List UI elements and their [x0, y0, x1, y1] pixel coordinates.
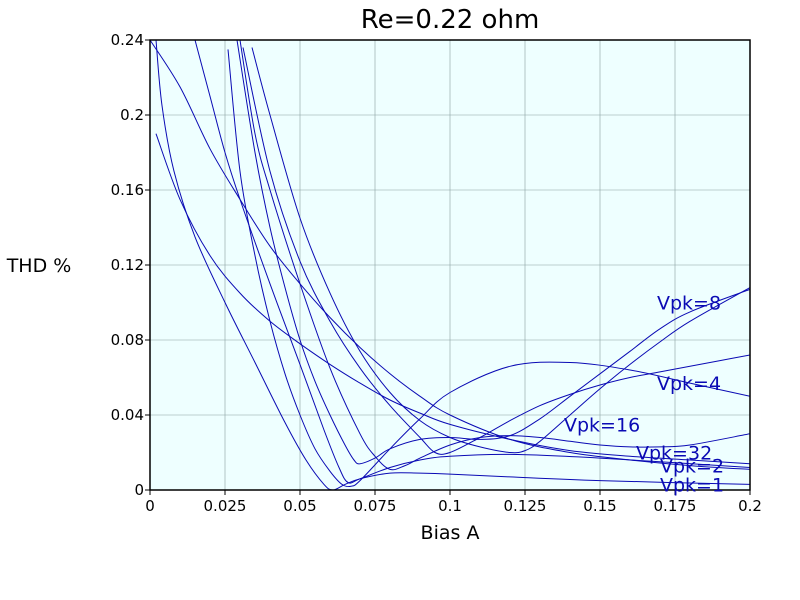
x-tick-labels: 0 0.025 0.05 0.075 0.1 0.125 0.15 0.175 0.2: [145, 490, 762, 515]
y-tick-label: 0.24: [111, 31, 144, 49]
series-line-2: [227, 49, 750, 488]
series-line-8: [155, 133, 750, 465]
y-tick-label: 0: [134, 481, 144, 499]
curve-label: Vpk=1: [660, 474, 724, 496]
x-axis-label: Bias A: [421, 522, 480, 544]
x-tick-label: 0.2: [738, 497, 762, 515]
x-tick-label: 0.025: [204, 497, 247, 515]
series-line-3: [236, 40, 750, 465]
curve-label: Vpk=8: [657, 293, 721, 315]
x-tick-label: 0.15: [583, 497, 616, 515]
curve-label: Vpk=4: [657, 373, 721, 395]
y-tick-label: 0.04: [111, 406, 144, 424]
x-tick-label: 0: [145, 497, 155, 515]
y-tick-labels: 0 0.04 0.08 0.12 0.16 0.2 0.24: [111, 31, 150, 499]
x-tick-label: 0.175: [654, 497, 697, 515]
y-tick-label: 0.2: [120, 106, 144, 124]
y-tick-label: 0.08: [111, 331, 144, 349]
y-tick-label: 0.12: [111, 256, 144, 274]
series-curves: [150, 40, 750, 490]
x-tick-label: 0.05: [283, 497, 316, 515]
series-line-7: [150, 40, 750, 470]
x-tick-label: 0.125: [504, 497, 547, 515]
series-line-5: [242, 47, 750, 455]
series-line-1: [194, 40, 750, 484]
x-tick-label: 0.075: [354, 497, 397, 515]
curve-label: Vpk=2: [660, 456, 724, 478]
chart-title: Re=0.22 ohm: [361, 5, 540, 35]
x-tick-label: 0.1: [438, 497, 462, 515]
curve-label: Vpk=32: [636, 443, 712, 465]
y-axis-label: THD %: [6, 255, 72, 277]
series-line-4: [239, 40, 750, 471]
series-line-6: [251, 47, 750, 454]
curve-label: Vpk=16: [564, 414, 640, 436]
y-tick-label: 0.16: [111, 181, 144, 199]
